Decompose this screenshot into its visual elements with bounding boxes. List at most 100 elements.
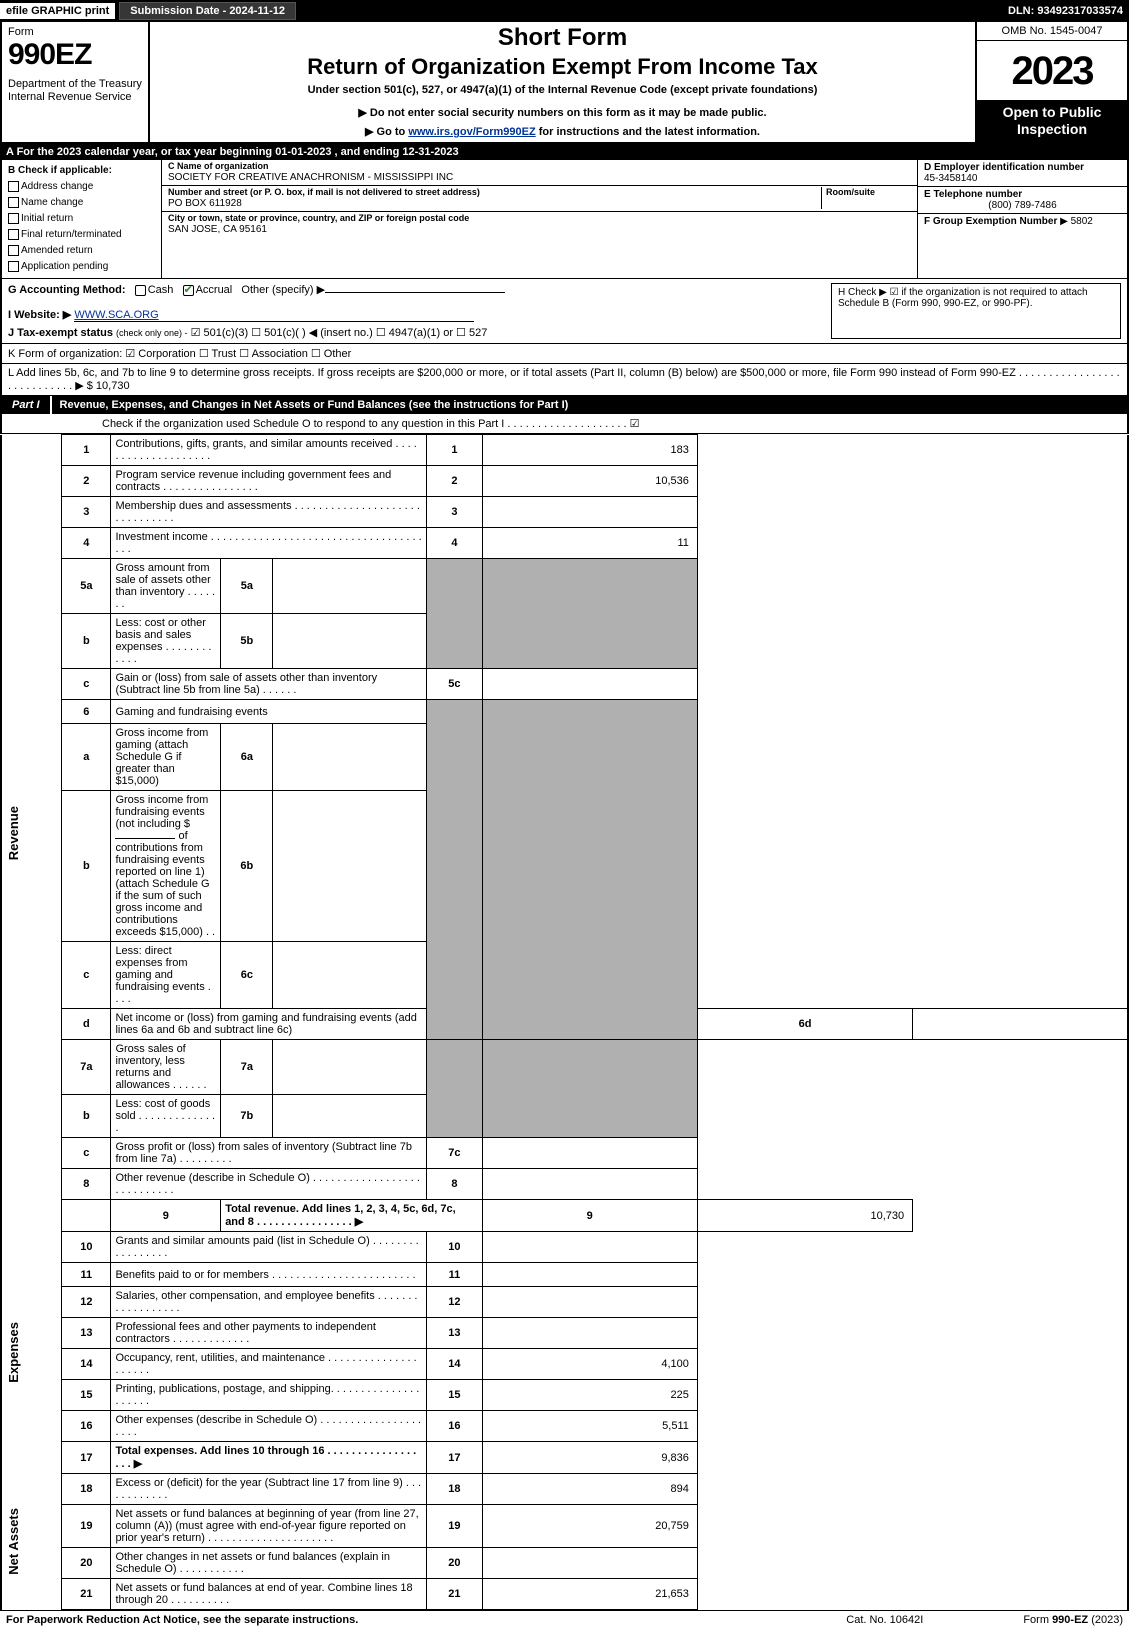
j-options: ☑ 501(c)(3) ☐ 501(c)( ) ◀ (insert no.) ☐… — [191, 327, 488, 339]
k-row: K Form of organization: ☑ Corporation ☐ … — [0, 344, 1129, 364]
e-row: E Telephone number (800) 789-7486 — [918, 187, 1127, 214]
line-18-amount: 894 — [482, 1474, 697, 1505]
line-1-amount: 183 — [482, 435, 697, 466]
line-2-desc: Program service revenue including govern… — [111, 466, 427, 497]
line-7a-desc: Gross sales of inventory, less returns a… — [111, 1040, 221, 1095]
department: Department of the Treasury Internal Reve… — [8, 78, 142, 104]
g-accrual: Accrual — [196, 284, 233, 296]
goto-post: for instructions and the latest informat… — [536, 126, 760, 138]
form-subtitle: Under section 501(c), 527, or 4947(a)(1)… — [158, 84, 967, 96]
line-4-desc: Investment income . . . . . . . . . . . … — [111, 528, 427, 559]
j-label: J Tax-exempt status — [8, 327, 113, 339]
line-1-desc: Contributions, gifts, grants, and simila… — [111, 435, 427, 466]
header-left: Form 990EZ Department of the Treasury In… — [2, 22, 150, 142]
dln: DLN: 93492317033574 — [1008, 5, 1129, 17]
line-11-amount — [482, 1263, 697, 1287]
b-initial-return[interactable]: Initial return — [8, 211, 155, 227]
g-other: Other (specify) ▶ — [241, 284, 325, 296]
g-label: G Accounting Method: — [8, 284, 126, 296]
room-suite-label: Room/suite — [826, 187, 875, 197]
org-city: SAN JOSE, CA 95161 — [168, 224, 267, 235]
b-address-change[interactable]: Address change — [8, 179, 155, 195]
e-label: E Telephone number — [924, 189, 1022, 200]
b-application-pending[interactable]: Application pending — [8, 259, 155, 275]
part-1-title: Revenue, Expenses, and Changes in Net As… — [52, 396, 1127, 414]
line-6c-desc: Less: direct expenses from gaming and fu… — [111, 942, 221, 1009]
line-19-desc: Net assets or fund balances at beginning… — [111, 1505, 427, 1548]
line-17-amount: 9,836 — [482, 1442, 697, 1474]
column-c: C Name of organization SOCIETY FOR CREAT… — [162, 160, 917, 278]
g-accrual-checkbox[interactable] — [183, 285, 194, 296]
line-7c-amount — [482, 1138, 697, 1169]
line-6b-desc: Gross income from fundraising events (no… — [111, 791, 221, 942]
b-name-change[interactable]: Name change — [8, 195, 155, 211]
line-9-desc: Total revenue. Add lines 1, 2, 3, 4, 5c,… — [221, 1200, 482, 1232]
column-b: B Check if applicable: Address change Na… — [2, 160, 162, 278]
footer-cat-no: Cat. No. 10642I — [846, 1614, 923, 1626]
omb-number: OMB No. 1545-0047 — [977, 22, 1127, 41]
j-sub: (check only one) - — [116, 328, 188, 338]
line-21-desc: Net assets or fund balances at end of ye… — [111, 1579, 427, 1610]
h-block: H Check ▶ ☑ if the organization is not r… — [831, 283, 1121, 339]
g-cash-checkbox[interactable] — [135, 285, 146, 296]
form-header: Form 990EZ Department of the Treasury In… — [0, 22, 1129, 144]
line-6-desc: Gaming and fundraising events — [111, 700, 427, 724]
c-name-row: C Name of organization SOCIETY FOR CREAT… — [162, 160, 917, 186]
line-16-desc: Other expenses (describe in Schedule O) … — [111, 1411, 427, 1442]
line-3-amount — [482, 497, 697, 528]
line-15-desc: Printing, publications, postage, and shi… — [111, 1380, 427, 1411]
line-14-desc: Occupancy, rent, utilities, and maintena… — [111, 1349, 427, 1380]
expenses-side-label: Expenses — [1, 1232, 62, 1474]
line-16-amount: 5,511 — [482, 1411, 697, 1442]
line-6d-amount — [913, 1009, 1128, 1040]
group-exemption-value: ▶ 5802 — [1060, 216, 1093, 227]
c-street-label: Number and street (or P. O. box, if mail… — [168, 187, 480, 197]
part-1-header: Part I Revenue, Expenses, and Changes in… — [0, 396, 1129, 414]
g-block: G Accounting Method: Cash Accrual Other … — [8, 283, 831, 339]
b-amended-return[interactable]: Amended return — [8, 243, 155, 259]
line-5a-desc: Gross amount from sale of assets other t… — [111, 559, 221, 614]
b-label: B Check if applicable: — [8, 163, 155, 179]
header-right: OMB No. 1545-0047 2023 Open to Public In… — [975, 22, 1127, 142]
line-9-amount: 10,730 — [697, 1200, 912, 1232]
ein-value: 45-3458140 — [924, 173, 977, 184]
line-14-amount: 4,100 — [482, 1349, 697, 1380]
c-city-label: City or town, state or province, country… — [168, 213, 469, 223]
line-7b-desc: Less: cost of goods sold . . . . . . . .… — [111, 1095, 221, 1138]
line-11-desc: Benefits paid to or for members . . . . … — [111, 1263, 427, 1287]
short-form-label: Short Form — [158, 24, 967, 52]
tax-year: 2023 — [977, 41, 1127, 100]
line-17-desc: Total expenses. Add lines 10 through 16 … — [111, 1442, 427, 1474]
i-label: I Website: ▶ — [8, 309, 71, 321]
footer-right: Form 990-EZ (2023) — [1023, 1614, 1123, 1626]
line-7c-desc: Gross profit or (loss) from sales of inv… — [111, 1138, 427, 1169]
c-city-row: City or town, state or province, country… — [162, 212, 917, 237]
c-street-row: Number and street (or P. O. box, if mail… — [162, 186, 917, 212]
gh-block: G Accounting Method: Cash Accrual Other … — [0, 279, 1129, 344]
goto-note: ▶ Go to www.irs.gov/Form990EZ for instru… — [158, 125, 967, 138]
section-bcdef: B Check if applicable: Address change Na… — [0, 160, 1129, 279]
header-mid: Short Form Return of Organization Exempt… — [150, 22, 975, 142]
line-13-amount — [482, 1318, 697, 1349]
page-footer: For Paperwork Reduction Act Notice, see … — [0, 1610, 1129, 1629]
line-2-amount: 10,536 — [482, 466, 697, 497]
line-12-amount — [482, 1287, 697, 1318]
b-final-return[interactable]: Final return/terminated — [8, 227, 155, 243]
goto-pre: ▶ Go to — [365, 126, 408, 138]
d-row: D Employer identification number 45-3458… — [918, 160, 1127, 187]
f-row: F Group Exemption Number ▶ 5802 — [918, 214, 1127, 229]
d-label: D Employer identification number — [924, 162, 1084, 173]
form-title: Return of Organization Exempt From Incom… — [158, 54, 967, 80]
g-other-input[interactable] — [325, 292, 505, 293]
line-6b-blank[interactable] — [115, 838, 175, 839]
line-6a-desc: Gross income from gaming (attach Schedul… — [111, 724, 221, 791]
efile-print[interactable]: efile GRAPHIC print — [0, 3, 115, 19]
website-link[interactable]: WWW.SCA.ORG — [74, 309, 474, 322]
line-4-amount: 11 — [482, 528, 697, 559]
line-18-desc: Excess or (deficit) for the year (Subtra… — [111, 1474, 427, 1505]
line-10-desc: Grants and similar amounts paid (list in… — [111, 1232, 427, 1263]
g-cash: Cash — [148, 284, 174, 296]
line-1-box: 1 — [427, 435, 482, 466]
irs-link[interactable]: www.irs.gov/Form990EZ — [408, 126, 535, 138]
row-a-calendar-year: A For the 2023 calendar year, or tax yea… — [0, 144, 1129, 160]
